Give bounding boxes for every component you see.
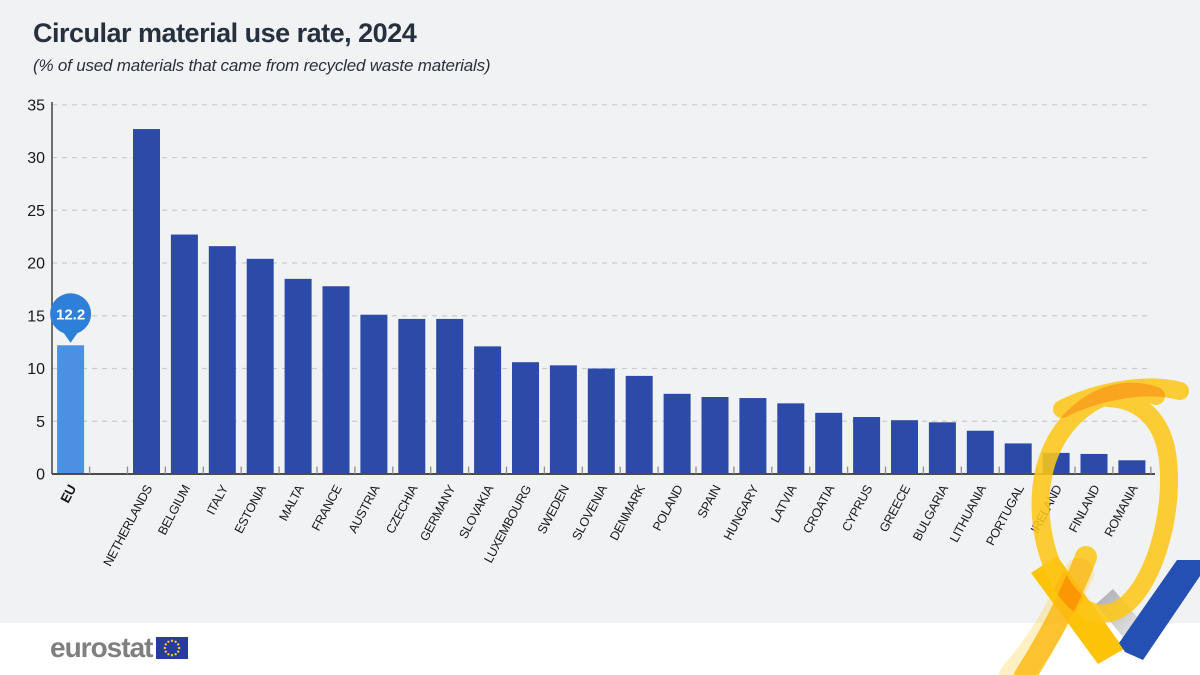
bar-romania	[1118, 460, 1146, 474]
bar-netherlands	[133, 129, 160, 475]
marker-tail-fade	[999, 558, 1094, 675]
chart-subtitle: (% of used materials that came from recy…	[33, 56, 491, 75]
bar-bulgaria	[928, 422, 956, 474]
bar-spain	[701, 396, 729, 474]
checkmark-blue-stroke	[1119, 560, 1200, 660]
bar-czechia	[398, 318, 426, 474]
eu-callout-value: 12.2	[56, 306, 85, 323]
bar-finland	[1080, 453, 1108, 474]
flag-star	[174, 653, 178, 656]
bar-malta	[284, 278, 312, 474]
highlight-marker	[999, 378, 1189, 675]
eu-flag-icon	[156, 637, 189, 659]
marker-loop	[1031, 382, 1178, 623]
y-tick-label-5: 5	[36, 414, 45, 431]
bar-denmark	[625, 375, 653, 474]
bar-slovakia	[474, 346, 502, 474]
y-tick-label-25: 25	[27, 203, 45, 220]
y-tick-label-20: 20	[27, 256, 45, 273]
bar-croatia	[815, 412, 843, 474]
bar-luxembourg	[512, 362, 539, 474]
flag-star	[165, 650, 168, 653]
bar-hungary	[739, 398, 767, 474]
bar-italy	[208, 246, 236, 474]
y-tick-label-10: 10	[27, 361, 45, 378]
bar-portugal	[1004, 443, 1032, 474]
flag-star	[177, 643, 180, 646]
bar-cyprus	[853, 417, 881, 474]
bar-belgium	[170, 234, 198, 474]
y-tick-label-35: 35	[27, 97, 45, 114]
flag-star	[165, 643, 168, 646]
bar-latvia	[777, 403, 805, 474]
bar-france	[322, 286, 350, 474]
flag-star	[171, 639, 174, 642]
eu-callout-bubble	[50, 293, 92, 335]
flag-star	[167, 653, 171, 656]
footer: eurostat	[0, 623, 1200, 675]
bar-lithuania	[966, 430, 994, 474]
bar-germany	[436, 318, 464, 474]
y-tick-label-0: 0	[36, 467, 45, 484]
bar-slovenia	[587, 368, 615, 474]
bar-austria	[360, 314, 388, 474]
page-title: Circular material use rate, 2024	[33, 18, 417, 48]
eurostat-logo: eurostat	[50, 632, 189, 663]
bar-estonia	[246, 258, 274, 474]
bar-eu	[57, 345, 85, 474]
bar-sweden	[549, 365, 577, 474]
flag-star	[174, 640, 178, 643]
flag-star	[171, 654, 174, 657]
eurostat-logo-text: eurostat	[50, 632, 153, 663]
y-tick-label-15: 15	[27, 308, 45, 325]
y-tick-label-30: 30	[27, 150, 45, 167]
flag-star	[167, 640, 171, 643]
flag-star	[178, 646, 181, 650]
flag-star	[164, 646, 167, 650]
flag-star	[177, 650, 180, 653]
bar-poland	[663, 393, 691, 474]
bar-greece	[891, 420, 918, 474]
